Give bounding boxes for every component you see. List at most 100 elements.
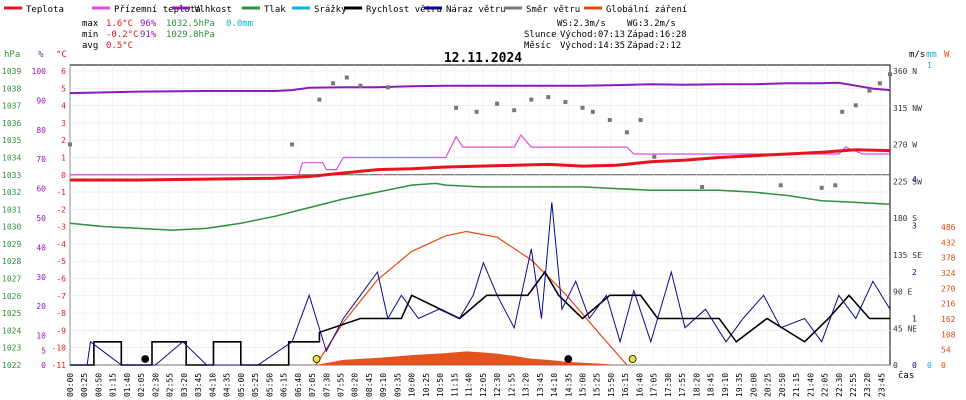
- humidity-tick-label: 100: [32, 67, 47, 76]
- humidity-tick-label: 10: [36, 332, 46, 341]
- info-wg: WG:3.2m/s: [627, 19, 676, 29]
- wind-direction-point: [512, 108, 517, 113]
- info-moonset: Západ:2:12: [627, 41, 681, 51]
- x-tick-label: 02:05: [137, 373, 146, 397]
- humidity-line: [69, 81, 891, 95]
- x-tick-label: 09:35: [393, 373, 402, 397]
- temperature-tick-label: -4: [56, 240, 66, 249]
- x-tick-label: 16:15: [621, 373, 630, 397]
- wind-direction-tick-label: 0: [893, 361, 898, 370]
- sunset-marker: [628, 355, 637, 363]
- wind-direction-tick-label: 360 N: [893, 67, 917, 76]
- wind-direction-point: [888, 72, 892, 77]
- x-tick-label: 00:50: [94, 373, 103, 397]
- humidity-tick-label: 60: [36, 185, 46, 194]
- wind-direction-point: [385, 85, 390, 90]
- series: [68, 72, 892, 366]
- wind-direction-tick-label: 270 W: [893, 141, 917, 150]
- wind-direction-point: [344, 75, 349, 80]
- x-tick-label: 15:50: [607, 373, 616, 397]
- wind-direction-point: [877, 81, 882, 86]
- wind-direction-point: [529, 97, 534, 102]
- x-tick-label: 04:35: [223, 373, 232, 397]
- temperature-tick-label: -8: [56, 309, 66, 318]
- radiation-tick-label: 54: [941, 346, 951, 355]
- wind-direction-point: [624, 130, 629, 135]
- humidity-tick-label: 30: [36, 273, 46, 282]
- legend-label-radiation: Globální záření: [606, 5, 687, 15]
- radiation-tick-label: 378: [941, 254, 956, 263]
- radiation-area: [316, 351, 617, 365]
- legend-item-wind-speed: Rychlost větru: [344, 5, 442, 15]
- legend-item-pressure: Tlak: [242, 5, 286, 15]
- radiation-tick-label: 486: [941, 223, 956, 232]
- x-tick-label: 02:55: [166, 373, 175, 397]
- x-tick-label: 07:30: [322, 373, 331, 397]
- info-moon-label: Měsíc: [524, 41, 551, 51]
- x-tick-label: 23:20: [863, 373, 872, 397]
- wind-direction-point: [607, 118, 612, 122]
- x-tick-label: 11:40: [465, 373, 474, 397]
- x-tick-label: 09:10: [379, 373, 388, 397]
- wind-direction-tick-label: 45 NE: [893, 324, 917, 333]
- axes: 1022102310241025102610271028102910301031…: [2, 61, 956, 370]
- x-tick-label: 01:15: [109, 373, 118, 397]
- wind-direction-point: [867, 88, 872, 93]
- x-tick-label: 20:50: [778, 373, 787, 397]
- wind-speed-tick-label: 0: [912, 361, 917, 370]
- temperature-tick-label: -3: [56, 223, 66, 232]
- pressure-tick-label: 1033: [2, 171, 21, 180]
- x-tick-label: 03:45: [194, 373, 203, 397]
- wind-speed-tick-label: 4: [912, 175, 917, 184]
- x-tick-label: 12:05: [479, 373, 488, 397]
- markers: [141, 355, 637, 363]
- wind-direction-point: [563, 100, 568, 104]
- pressure-tick-label: 1027: [2, 275, 21, 284]
- wind-direction-point: [778, 183, 783, 188]
- temperature-tick-label: -6: [56, 275, 66, 284]
- wind-direction-point: [819, 185, 824, 190]
- pressure-tick-label: 1036: [2, 119, 21, 128]
- stats-press-max: 1032.5hPa: [166, 19, 215, 29]
- x-tick-label: 15:25: [593, 373, 602, 397]
- temperature-line: [70, 148, 891, 182]
- grid: [69, 65, 890, 366]
- wind-direction-point: [700, 185, 705, 189]
- legend-label-pressure: Tlak: [264, 5, 286, 15]
- wind-direction-point: [580, 105, 585, 110]
- stats-temp-max: 1.6°C: [106, 19, 133, 29]
- legend-item-ground-temperature: Přízemní teplota: [92, 5, 201, 15]
- x-tick-label: 07:05: [308, 373, 317, 397]
- temperature-tick-label: 4: [61, 102, 66, 111]
- wind-direction-tick-label: 180 S: [893, 214, 917, 223]
- info-block: WS:2.3m/s WG:3.2m/s Slunce Východ:07:13 …: [524, 19, 687, 51]
- wind-direction-point: [590, 109, 595, 114]
- wind-direction-point: [474, 109, 479, 114]
- chart-title: 12.11.2024: [444, 51, 522, 66]
- wind-direction-point: [833, 183, 838, 188]
- x-tick-label: 19:35: [735, 373, 744, 397]
- info-sunset: Západ:16:28: [627, 30, 687, 40]
- x-tick-label: 13:20: [522, 373, 531, 397]
- x-tick-label: 21:15: [792, 373, 801, 397]
- temperature-tick-label: 5: [61, 84, 66, 93]
- moonrise-marker: [564, 355, 573, 363]
- pressure-tick-label: 1025: [2, 309, 21, 318]
- radiation-tick-label: 162: [941, 315, 956, 324]
- unit-humidity: %: [38, 50, 44, 60]
- temperature-tick-label: -1: [56, 188, 66, 197]
- x-tick-label: 21:40: [806, 373, 815, 397]
- humidity-tick-label: 90: [36, 96, 46, 105]
- radiation-tick-label: 216: [941, 300, 956, 309]
- x-tick-label: 22:05: [821, 373, 830, 397]
- x-tick-label: 18:20: [692, 373, 701, 397]
- pressure-tick-label: 1032: [2, 188, 21, 197]
- x-tick-label: 20:25: [764, 373, 773, 397]
- temperature-tick-label: 2: [61, 136, 66, 145]
- x-tick-label: 05:50: [265, 373, 274, 397]
- x-tick-label: 10:00: [408, 373, 417, 397]
- x-tick-label: 16:40: [635, 373, 644, 397]
- radiation-tick-label: 324: [941, 269, 956, 278]
- stats-avg-label: avg: [82, 41, 98, 51]
